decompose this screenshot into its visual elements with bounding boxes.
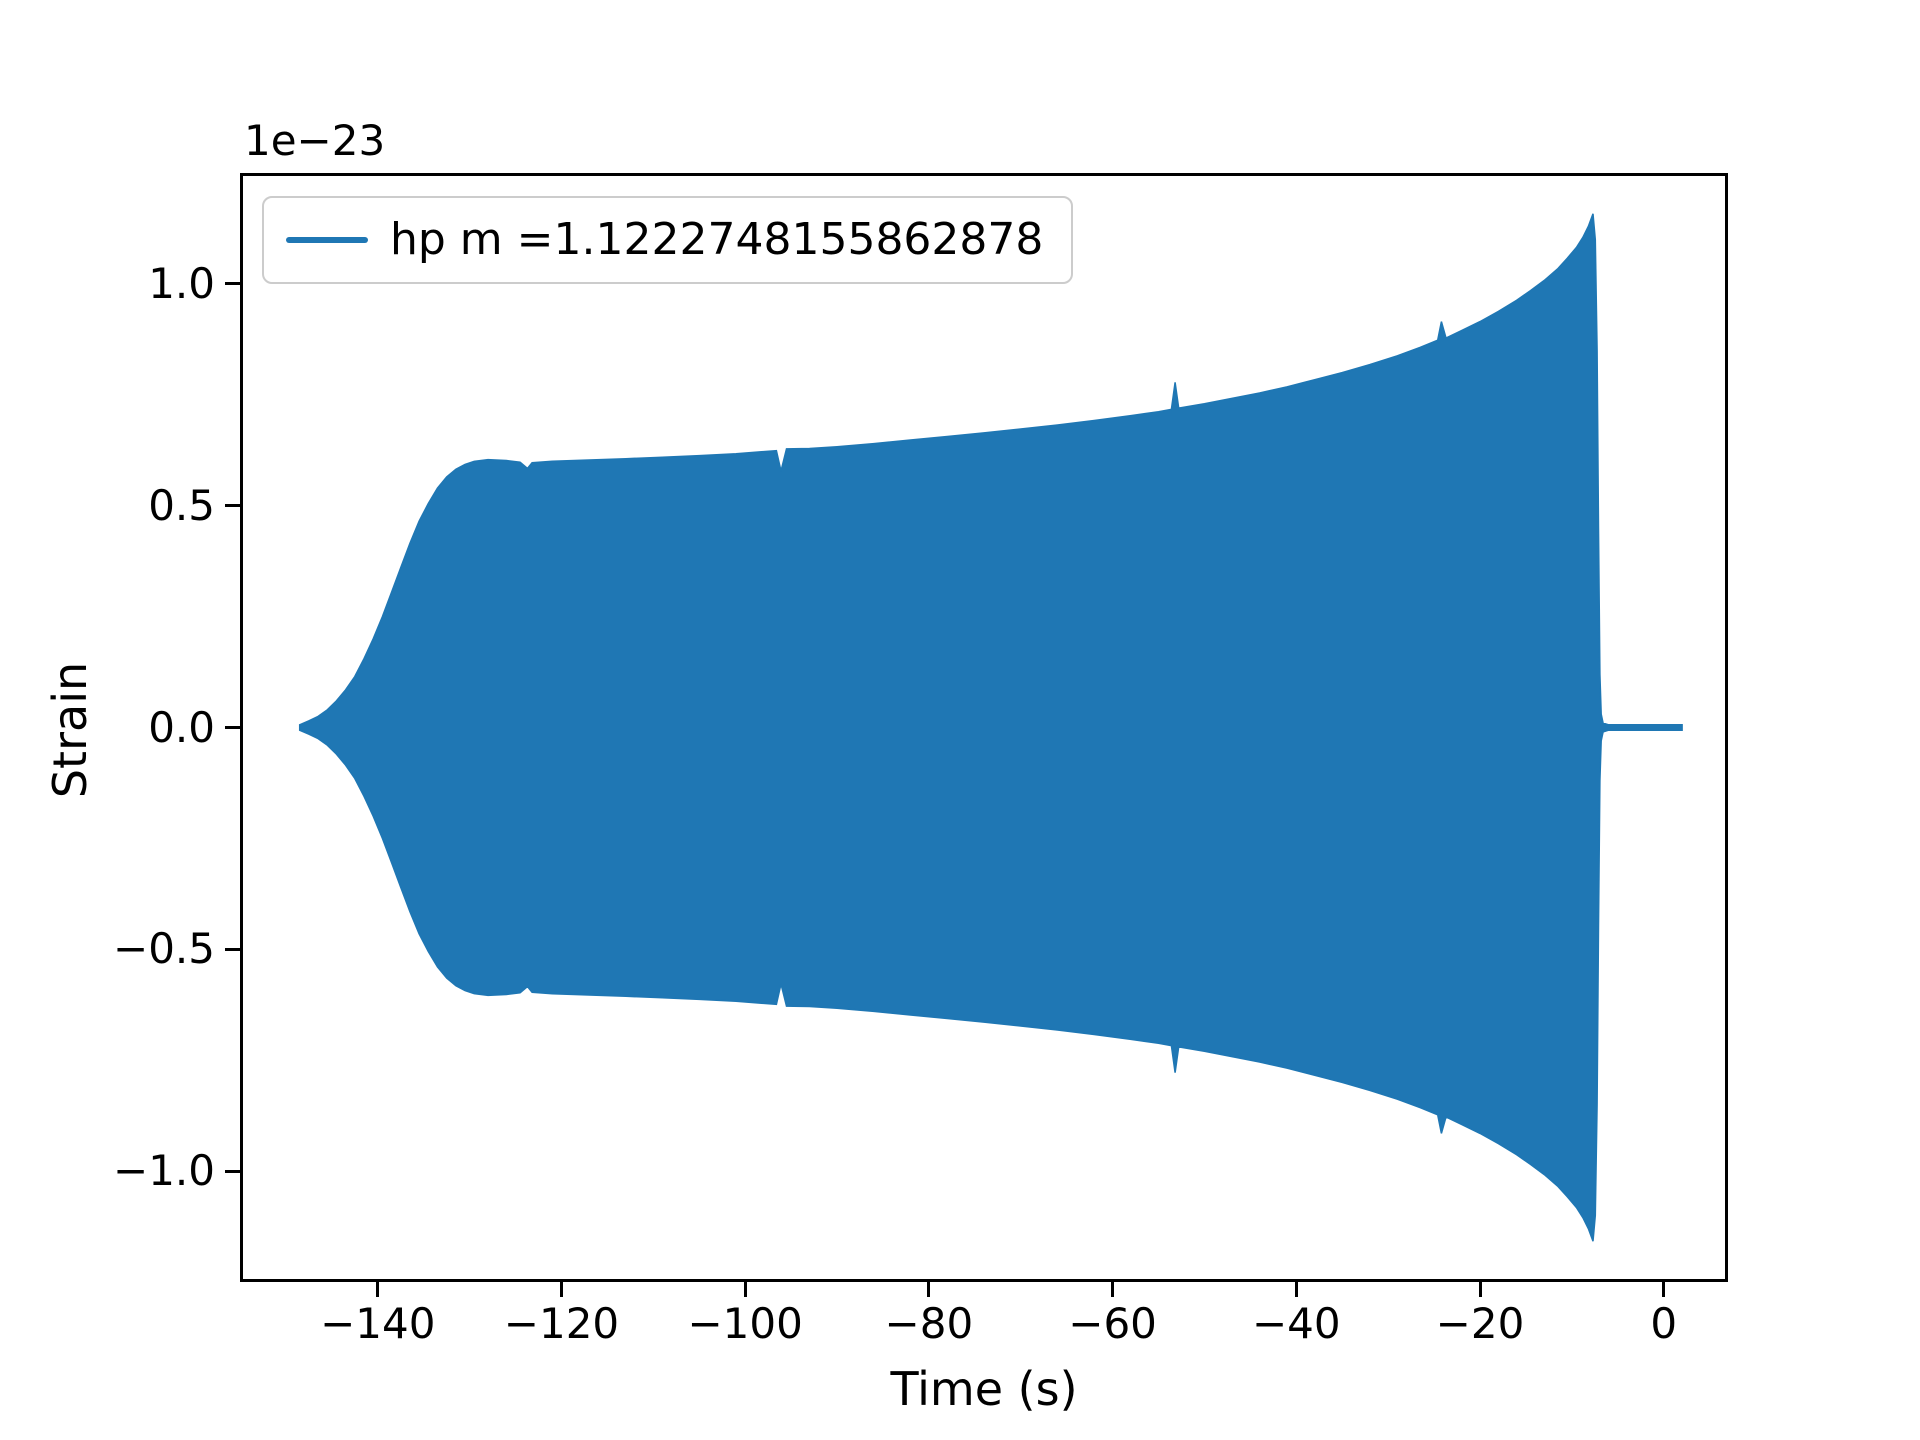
y-tick-mark xyxy=(225,504,240,508)
x-tick-mark xyxy=(927,1282,931,1297)
y-tick-mark xyxy=(225,726,240,729)
x-tick-mark xyxy=(1294,1282,1298,1297)
y-tick-label: 0.0 xyxy=(148,702,215,752)
y-tick-label: 0.5 xyxy=(148,480,215,530)
x-axis-label: Time (s) xyxy=(890,1362,1078,1416)
x-tick-mark xyxy=(743,1282,747,1297)
x-tick-label: −40 xyxy=(1251,1299,1341,1348)
y-tick-label: −1.0 xyxy=(113,1146,215,1196)
x-tick-mark xyxy=(376,1282,380,1297)
x-tick-mark xyxy=(559,1282,563,1297)
x-tick-label: −60 xyxy=(1068,1299,1157,1348)
axes-frame xyxy=(240,173,1728,1282)
x-tick-label: −100 xyxy=(687,1299,803,1348)
x-tick-label: −140 xyxy=(320,1299,436,1348)
x-tick-mark xyxy=(1478,1282,1482,1297)
x-tick-mark xyxy=(1662,1282,1666,1297)
y-axis-offset-text: 1e−23 xyxy=(244,116,386,165)
x-tick-label: −120 xyxy=(503,1299,620,1348)
x-tick-label: −20 xyxy=(1435,1299,1525,1348)
y-tick-mark xyxy=(225,947,240,951)
x-tick-label: 0 xyxy=(1650,1299,1678,1348)
y-axis-label: Strain xyxy=(43,661,97,799)
y-tick-label: −0.5 xyxy=(113,924,215,974)
legend-entry-label: hp m =1.1222748155862878 xyxy=(390,214,1044,265)
x-tick-label: −80 xyxy=(884,1299,974,1348)
legend-line-swatch xyxy=(286,237,368,243)
y-tick-mark xyxy=(225,1169,240,1173)
strain-series xyxy=(298,213,1683,1242)
y-tick-mark xyxy=(225,282,240,286)
y-tick-label: 1.0 xyxy=(148,258,215,308)
x-tick-mark xyxy=(1111,1282,1115,1297)
legend: hp m =1.1222748155862878 xyxy=(262,196,1074,284)
